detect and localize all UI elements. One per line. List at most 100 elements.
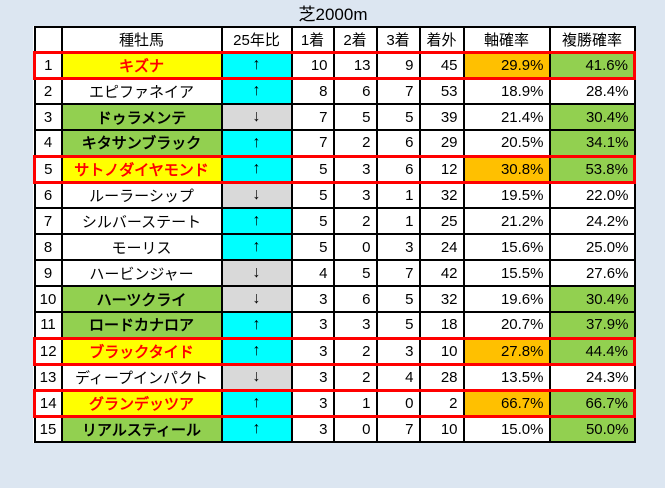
rank-cell: 14	[33, 388, 63, 418]
place-probability-cell: 24.2%	[548, 207, 636, 235]
third-place-count-cell: 4	[375, 363, 421, 391]
second-place-count-cell: 3	[332, 181, 378, 209]
table-row: 9 ハービンジャー ↓ 4 5 7 42 15.5% 27.6%	[33, 259, 636, 287]
out-of-place-count-cell: 2	[418, 388, 465, 418]
second-place-count-cell: 0	[332, 415, 378, 443]
first-place-count-cell: 5	[290, 207, 335, 235]
header-first-place: 1着	[290, 26, 335, 53]
trend-down-arrow-icon: ↓	[252, 290, 261, 307]
table-row: 14 グランデッツア ↑ 3 1 0 2 66.7% 66.7%	[33, 388, 636, 418]
trend-up-arrow-icon: ↑	[252, 394, 261, 411]
table-row: 6 ルーラーシップ ↓ 5 3 1 32 19.5% 22.0%	[33, 181, 636, 209]
first-place-count-cell: 5	[290, 233, 335, 261]
table-row: 12 ブラックタイド ↑ 3 2 3 10 27.8% 44.4%	[33, 336, 636, 366]
second-place-count-cell: 5	[332, 259, 378, 287]
third-place-count-cell: 5	[375, 103, 421, 131]
trend-down-arrow-icon: ↓	[252, 264, 261, 281]
place-probability-cell: 53.8%	[548, 154, 636, 184]
header-out-of-place: 着外	[418, 26, 465, 53]
table-row: 8 モーリス ↑ 5 0 3 24 15.6% 25.0%	[33, 233, 636, 261]
second-place-count-cell: 2	[332, 207, 378, 235]
third-place-count-cell: 0	[375, 388, 421, 418]
trend-cell: ↑	[220, 129, 293, 157]
axis-probability-cell: 21.4%	[462, 103, 551, 131]
axis-probability-cell: 27.8%	[462, 336, 551, 366]
sire-name-cell: モーリス	[60, 233, 223, 261]
rank-cell: 5	[33, 154, 63, 184]
axis-probability-cell: 18.9%	[462, 77, 551, 105]
trend-up-arrow-icon: ↑	[252, 315, 261, 333]
second-place-count-cell: 13	[332, 50, 378, 80]
out-of-place-count-cell: 24	[418, 233, 465, 261]
second-place-count-cell: 5	[332, 103, 378, 131]
sire-name-cell: サトノダイヤモンド	[60, 154, 223, 184]
second-place-count-cell: 2	[332, 363, 378, 391]
trend-down-arrow-icon: ↓	[252, 368, 261, 385]
header-sire: 種牡馬	[60, 26, 223, 53]
trend-cell: ↑	[220, 336, 293, 366]
rank-cell: 13	[33, 363, 63, 391]
axis-probability-cell: 19.6%	[462, 285, 551, 313]
trend-up-arrow-icon: ↑	[252, 212, 261, 229]
trend-cell: ↓	[220, 181, 293, 209]
rank-cell: 6	[33, 181, 63, 209]
axis-probability-cell: 13.5%	[462, 363, 551, 391]
trend-cell: ↑	[220, 233, 293, 261]
axis-probability-cell: 20.7%	[462, 311, 551, 339]
place-probability-cell: 41.6%	[548, 50, 636, 80]
out-of-place-count-cell: 39	[418, 103, 465, 131]
trend-cell: ↓	[220, 103, 293, 131]
place-probability-cell: 30.4%	[548, 103, 636, 131]
out-of-place-count-cell: 32	[418, 285, 465, 313]
page-title: 芝2000m	[298, 5, 368, 24]
trend-cell: ↑	[220, 50, 293, 80]
sire-stats-table: 種牡馬 25年比 1着 2着 3着 着外 軸確率 複勝確率 1 キズナ ↑ 10…	[33, 26, 636, 443]
first-place-count-cell: 10	[290, 50, 335, 80]
first-place-count-cell: 8	[290, 77, 335, 105]
rank-cell: 4	[33, 129, 63, 157]
axis-probability-cell: 29.9%	[462, 50, 551, 80]
trend-down-arrow-icon: ↓	[252, 186, 261, 204]
header-trend-vs-2025: 25年比	[220, 26, 293, 53]
trend-cell: ↓	[220, 259, 293, 287]
third-place-count-cell: 9	[375, 50, 421, 80]
first-place-count-cell: 5	[290, 181, 335, 209]
trend-up-arrow-icon: ↑	[252, 133, 261, 151]
place-probability-cell: 28.4%	[548, 77, 636, 105]
third-place-count-cell: 7	[375, 415, 421, 443]
trend-up-arrow-icon: ↑	[252, 420, 261, 438]
sire-name-cell: ロードカナロア	[60, 311, 223, 339]
place-probability-cell: 24.3%	[548, 363, 636, 391]
trend-up-arrow-icon: ↑	[252, 342, 261, 359]
header-row: 種牡馬 25年比 1着 2着 3着 着外 軸確率 複勝確率	[33, 26, 636, 53]
out-of-place-count-cell: 45	[418, 50, 465, 80]
sire-name-cell: ドゥラメンテ	[60, 103, 223, 131]
trend-cell: ↑	[220, 77, 293, 105]
sire-name-cell: ルーラーシップ	[60, 181, 223, 209]
trend-up-arrow-icon: ↑	[252, 160, 261, 177]
table-row: 3 ドゥラメンテ ↓ 7 5 5 39 21.4% 30.4%	[33, 103, 636, 131]
second-place-count-cell: 2	[332, 129, 378, 157]
first-place-count-cell: 3	[290, 363, 335, 391]
sire-name-cell: シルバーステート	[60, 207, 223, 235]
axis-probability-cell: 20.5%	[462, 129, 551, 157]
third-place-count-cell: 3	[375, 336, 421, 366]
rank-cell: 12	[33, 336, 63, 366]
sire-name-cell: ハーツクライ	[60, 285, 223, 313]
out-of-place-count-cell: 12	[418, 154, 465, 184]
first-place-count-cell: 5	[290, 154, 335, 184]
axis-probability-cell: 15.0%	[462, 415, 551, 443]
table-row: 15 リアルスティール ↑ 3 0 7 10 15.0% 50.0%	[33, 415, 636, 443]
place-probability-cell: 34.1%	[548, 129, 636, 157]
out-of-place-count-cell: 18	[418, 311, 465, 339]
sire-name-cell: ブラックタイド	[60, 336, 223, 366]
second-place-count-cell: 3	[332, 311, 378, 339]
first-place-count-cell: 3	[290, 388, 335, 418]
place-probability-cell: 37.9%	[548, 311, 636, 339]
axis-probability-cell: 30.8%	[462, 154, 551, 184]
rank-cell: 8	[33, 233, 63, 261]
axis-probability-cell: 66.7%	[462, 388, 551, 418]
second-place-count-cell: 6	[332, 77, 378, 105]
sire-name-cell: ディープインパクト	[60, 363, 223, 391]
third-place-count-cell: 5	[375, 311, 421, 339]
